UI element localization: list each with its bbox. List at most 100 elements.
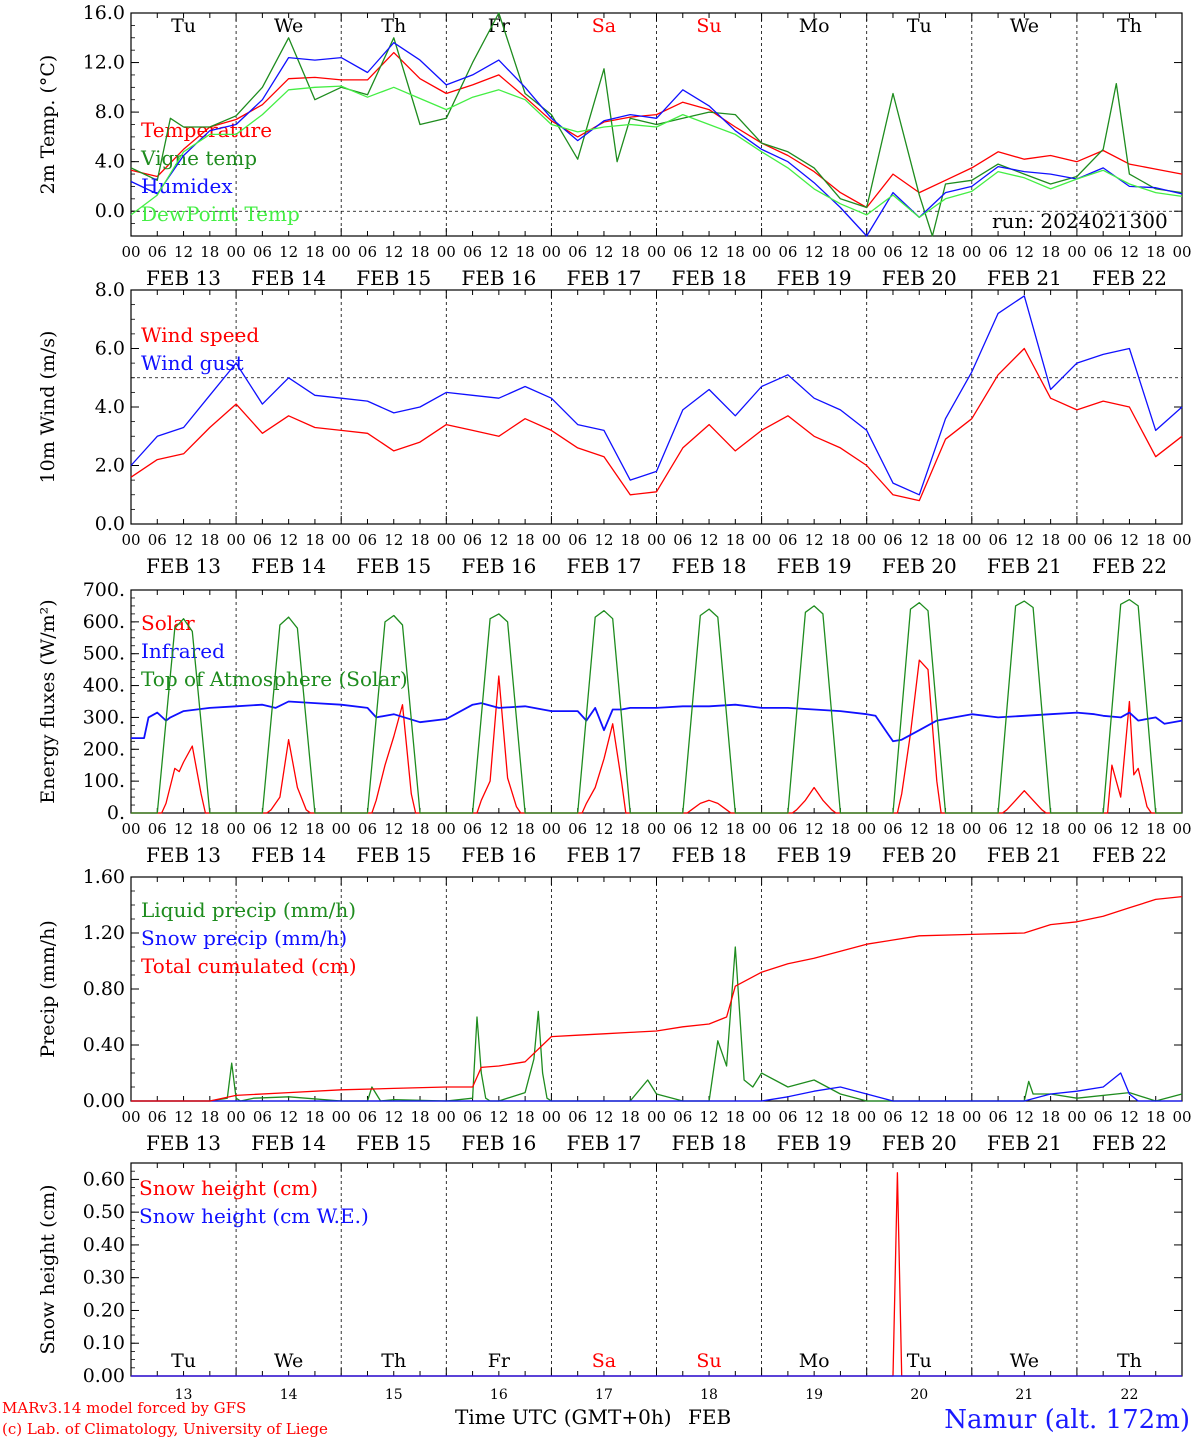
date-label: FEB 16: [461, 266, 536, 290]
hour-tick-label: 06: [1094, 820, 1113, 838]
legend-entry: Liquid precip (mm/h): [141, 898, 356, 922]
hour-tick-label: 00: [752, 820, 771, 838]
hour-tick-label: 06: [463, 243, 482, 261]
hour-tick-label: 18: [516, 1108, 535, 1126]
hour-tick-label: 18: [1146, 243, 1165, 261]
day-number-label: 21: [1015, 1387, 1033, 1403]
y-axis-label: 10m Wind (m/s): [37, 331, 59, 484]
date-label: FEB 19: [777, 554, 852, 578]
legend-entry: Temperature: [141, 118, 272, 142]
hour-tick-label: 12: [279, 531, 298, 549]
hour-tick-label: 18: [726, 243, 745, 261]
y-tick-label: 0.0: [95, 200, 125, 222]
date-label: FEB 19: [777, 266, 852, 290]
y-tick-label: 8.0: [95, 101, 125, 123]
hour-tick-label: 06: [568, 1108, 587, 1126]
y-tick-label: 0.40: [83, 1234, 125, 1256]
weekday-label: Tu: [907, 15, 932, 37]
hour-tick-label: 18: [1146, 1108, 1165, 1126]
hour-tick-label: 06: [1094, 1108, 1113, 1126]
hour-tick-label: 18: [726, 531, 745, 549]
date-label: FEB 21: [987, 1131, 1062, 1155]
weekday-label: Fr: [488, 15, 511, 37]
date-label: FEB 14: [251, 1131, 326, 1155]
weekday-label: Th: [1117, 1350, 1142, 1372]
weekday-label: Tu: [171, 1350, 196, 1372]
hour-tick-label: 18: [831, 243, 850, 261]
hour-tick-label: 18: [200, 531, 219, 549]
date-label: FEB 18: [672, 843, 747, 867]
hour-tick-label: 00: [542, 243, 561, 261]
y-tick-label: 1.60: [83, 866, 125, 888]
date-label: FEB 15: [356, 554, 431, 578]
date-label: FEB 17: [566, 843, 641, 867]
date-label: FEB 16: [461, 843, 536, 867]
date-label: FEB 21: [987, 843, 1062, 867]
date-label: FEB 15: [356, 843, 431, 867]
hour-tick-label: 00: [752, 1108, 771, 1126]
hour-tick-label: 00: [1172, 243, 1191, 261]
hour-tick-label: 06: [568, 531, 587, 549]
hour-tick-label: 00: [1067, 531, 1086, 549]
legend-entry: Top of Atmosphere (Solar): [141, 667, 408, 691]
station-name: Namur (alt. 172m): [944, 1405, 1190, 1435]
hour-tick-label: 12: [910, 243, 929, 261]
hour-tick-label: 06: [253, 243, 272, 261]
hour-tick-label: 18: [410, 820, 429, 838]
hour-tick-label: 18: [936, 820, 955, 838]
day-number-label: 18: [700, 1387, 718, 1403]
hour-tick-label: 06: [989, 1108, 1008, 1126]
weekday-label: Mo: [799, 1350, 830, 1372]
hour-tick-label: 12: [279, 820, 298, 838]
hour-tick-label: 18: [936, 531, 955, 549]
footer-copyright: (c) Lab. of Climatology, University of L…: [2, 1420, 328, 1438]
y-tick-label: 0.40: [83, 1034, 125, 1056]
day-number-label: 14: [280, 1387, 298, 1403]
y-tick-label: 0.50: [83, 1201, 125, 1223]
hour-tick-label: 00: [227, 1108, 246, 1126]
hour-tick-label: 18: [200, 243, 219, 261]
hour-tick-label: 00: [647, 820, 666, 838]
hour-tick-label: 06: [883, 820, 902, 838]
date-label: FEB 19: [777, 1131, 852, 1155]
hour-tick-label: 12: [384, 820, 403, 838]
y-axis-label: 2m Temp. (°C): [37, 55, 59, 195]
day-number-label: 19: [805, 1387, 823, 1403]
hour-tick-label: 00: [332, 820, 351, 838]
footer-model: MARv3.14 model forced by GFS: [2, 1399, 246, 1417]
hour-tick-label: 06: [989, 243, 1008, 261]
hour-tick-label: 12: [1120, 1108, 1139, 1126]
date-label: FEB 22: [1092, 843, 1167, 867]
date-label: FEB 18: [672, 554, 747, 578]
legend-entry: Wind gust: [141, 351, 244, 375]
hour-tick-label: 18: [1041, 1108, 1060, 1126]
hour-tick-label: 00: [437, 243, 456, 261]
hour-tick-label: 06: [358, 243, 377, 261]
hour-tick-label: 00: [332, 1108, 351, 1126]
hour-tick-label: 18: [516, 531, 535, 549]
y-tick-label: 0.: [107, 802, 125, 824]
hour-tick-label: 06: [778, 531, 797, 549]
hour-tick-label: 12: [594, 243, 613, 261]
hour-tick-label: 00: [542, 820, 561, 838]
hour-tick-label: 06: [673, 243, 692, 261]
weekday-label: We: [1010, 15, 1039, 37]
hour-tick-label: 18: [305, 1108, 324, 1126]
y-tick-label: 12.0: [83, 52, 125, 74]
hour-tick-label: 06: [253, 820, 272, 838]
series-line: [130, 42, 1183, 237]
hour-tick-label: 18: [305, 820, 324, 838]
date-label: FEB 18: [672, 1131, 747, 1155]
hour-tick-label: 18: [305, 531, 324, 549]
hour-tick-label: 06: [883, 1108, 902, 1126]
hour-tick-label: 12: [700, 531, 719, 549]
date-label: FEB 20: [882, 1131, 957, 1155]
hour-tick-label: 06: [148, 243, 167, 261]
hour-tick-label: 00: [647, 531, 666, 549]
weekday-label: Th: [381, 1350, 406, 1372]
date-label: FEB 15: [356, 266, 431, 290]
hour-tick-label: 18: [621, 1108, 640, 1126]
hour-tick-label: 06: [1094, 243, 1113, 261]
x-axis-title: Time UTC (GMT+0h): [455, 1405, 672, 1429]
day-number-label: 13: [175, 1387, 193, 1403]
